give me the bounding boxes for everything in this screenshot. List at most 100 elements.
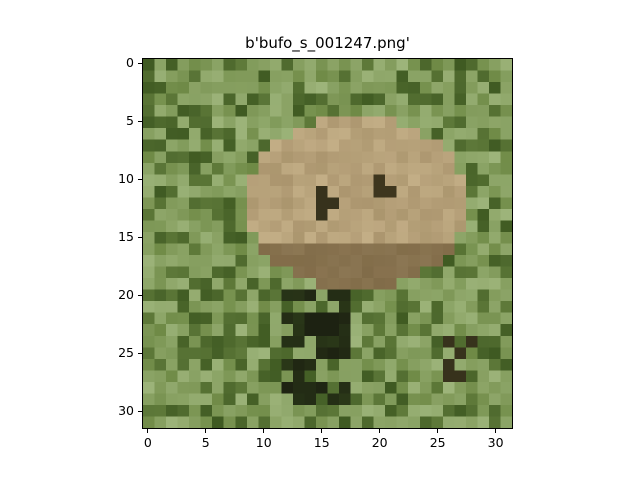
image-pixel: [258, 82, 270, 94]
image-pixel: [374, 232, 386, 244]
image-pixel: [293, 232, 305, 244]
image-pixel: [351, 151, 363, 163]
image-pixel: [500, 232, 512, 244]
image-pixel: [235, 405, 247, 417]
image-pixel: [258, 301, 270, 313]
image-pixel: [155, 416, 167, 428]
image-pixel: [143, 244, 155, 256]
image-pixel: [374, 278, 386, 290]
image-pixel: [443, 71, 455, 83]
image-pixel: [281, 347, 293, 359]
image-pixel: [166, 128, 178, 140]
image-pixel: [293, 255, 305, 267]
image-pixel: [155, 359, 167, 371]
image-pixel: [201, 278, 213, 290]
image-pixel: [489, 336, 501, 348]
image-pixel: [189, 290, 201, 302]
image-pixel: [143, 94, 155, 106]
image-pixel: [189, 197, 201, 209]
y-tick-label: 5: [108, 113, 134, 128]
image-pixel: [224, 313, 236, 325]
image-pixel: [224, 232, 236, 244]
image-pixel: [143, 105, 155, 117]
image-pixel: [454, 94, 466, 106]
image-pixel: [397, 416, 409, 428]
image-pixel: [304, 117, 316, 129]
image-pixel: [247, 220, 259, 232]
image-pixel: [408, 174, 420, 186]
image-pixel: [304, 359, 316, 371]
image-pixel: [500, 128, 512, 140]
image-pixel: [489, 359, 501, 371]
image-pixel: [258, 244, 270, 256]
image-pixel: [270, 174, 282, 186]
image-pixel: [155, 197, 167, 209]
image-pixel: [454, 255, 466, 267]
image-pixel: [212, 186, 224, 198]
image-pixel: [235, 140, 247, 152]
image-pixel: [339, 71, 351, 83]
image-pixel: [408, 151, 420, 163]
image-pixel: [166, 197, 178, 209]
image-pixel: [431, 359, 443, 371]
image-pixel: [443, 209, 455, 221]
image-pixel: [224, 220, 236, 232]
image-pixel: [316, 128, 328, 140]
image-pixel: [247, 117, 259, 129]
image-pixel: [247, 174, 259, 186]
image-pixel: [362, 405, 374, 417]
image-pixel: [397, 244, 409, 256]
image-pixel: [408, 370, 420, 382]
image-pixel: [362, 267, 374, 279]
image-pixel: [489, 290, 501, 302]
image-pixel: [328, 255, 340, 267]
image-pixel: [374, 94, 386, 106]
y-tick-label: 25: [108, 345, 134, 360]
image-pixel: [281, 382, 293, 394]
image-pixel: [293, 393, 305, 405]
image-pixel: [385, 393, 397, 405]
image-pixel: [362, 94, 374, 106]
image-pixel: [143, 82, 155, 94]
image-pixel: [374, 301, 386, 313]
image-pixel: [212, 347, 224, 359]
image-pixel: [466, 347, 478, 359]
image-pixel: [212, 71, 224, 83]
image-pixel: [477, 347, 489, 359]
image-pixel: [224, 71, 236, 83]
image-pixel: [155, 94, 167, 106]
image-pixel: [224, 405, 236, 417]
image-pixel: [362, 244, 374, 256]
image-pixel: [316, 336, 328, 348]
image-pixel: [270, 71, 282, 83]
image-pixel: [281, 255, 293, 267]
image-pixel: [374, 393, 386, 405]
image-pixel: [258, 278, 270, 290]
image-pixel: [500, 370, 512, 382]
image-pixel: [408, 128, 420, 140]
image-pixel: [328, 59, 340, 71]
image-pixel: [235, 301, 247, 313]
image-pixel: [351, 71, 363, 83]
image-pixel: [178, 128, 190, 140]
image-pixel: [351, 267, 363, 279]
image-pixel: [489, 82, 501, 94]
image-pixel: [454, 163, 466, 175]
image-pixel: [270, 278, 282, 290]
image-pixel: [235, 370, 247, 382]
image-pixel: [443, 290, 455, 302]
image-pixel: [247, 416, 259, 428]
image-pixel: [339, 405, 351, 417]
image-pixel: [189, 140, 201, 152]
image-pixel: [339, 324, 351, 336]
image-pixel: [212, 209, 224, 221]
image-pixel: [339, 151, 351, 163]
image-pixel: [189, 359, 201, 371]
image-pixel: [189, 301, 201, 313]
image-pixel: [293, 382, 305, 394]
image-pixel: [155, 151, 167, 163]
image-pixel: [293, 359, 305, 371]
image-pixel: [166, 255, 178, 267]
image-pixel: [189, 59, 201, 71]
image-pixel: [281, 232, 293, 244]
